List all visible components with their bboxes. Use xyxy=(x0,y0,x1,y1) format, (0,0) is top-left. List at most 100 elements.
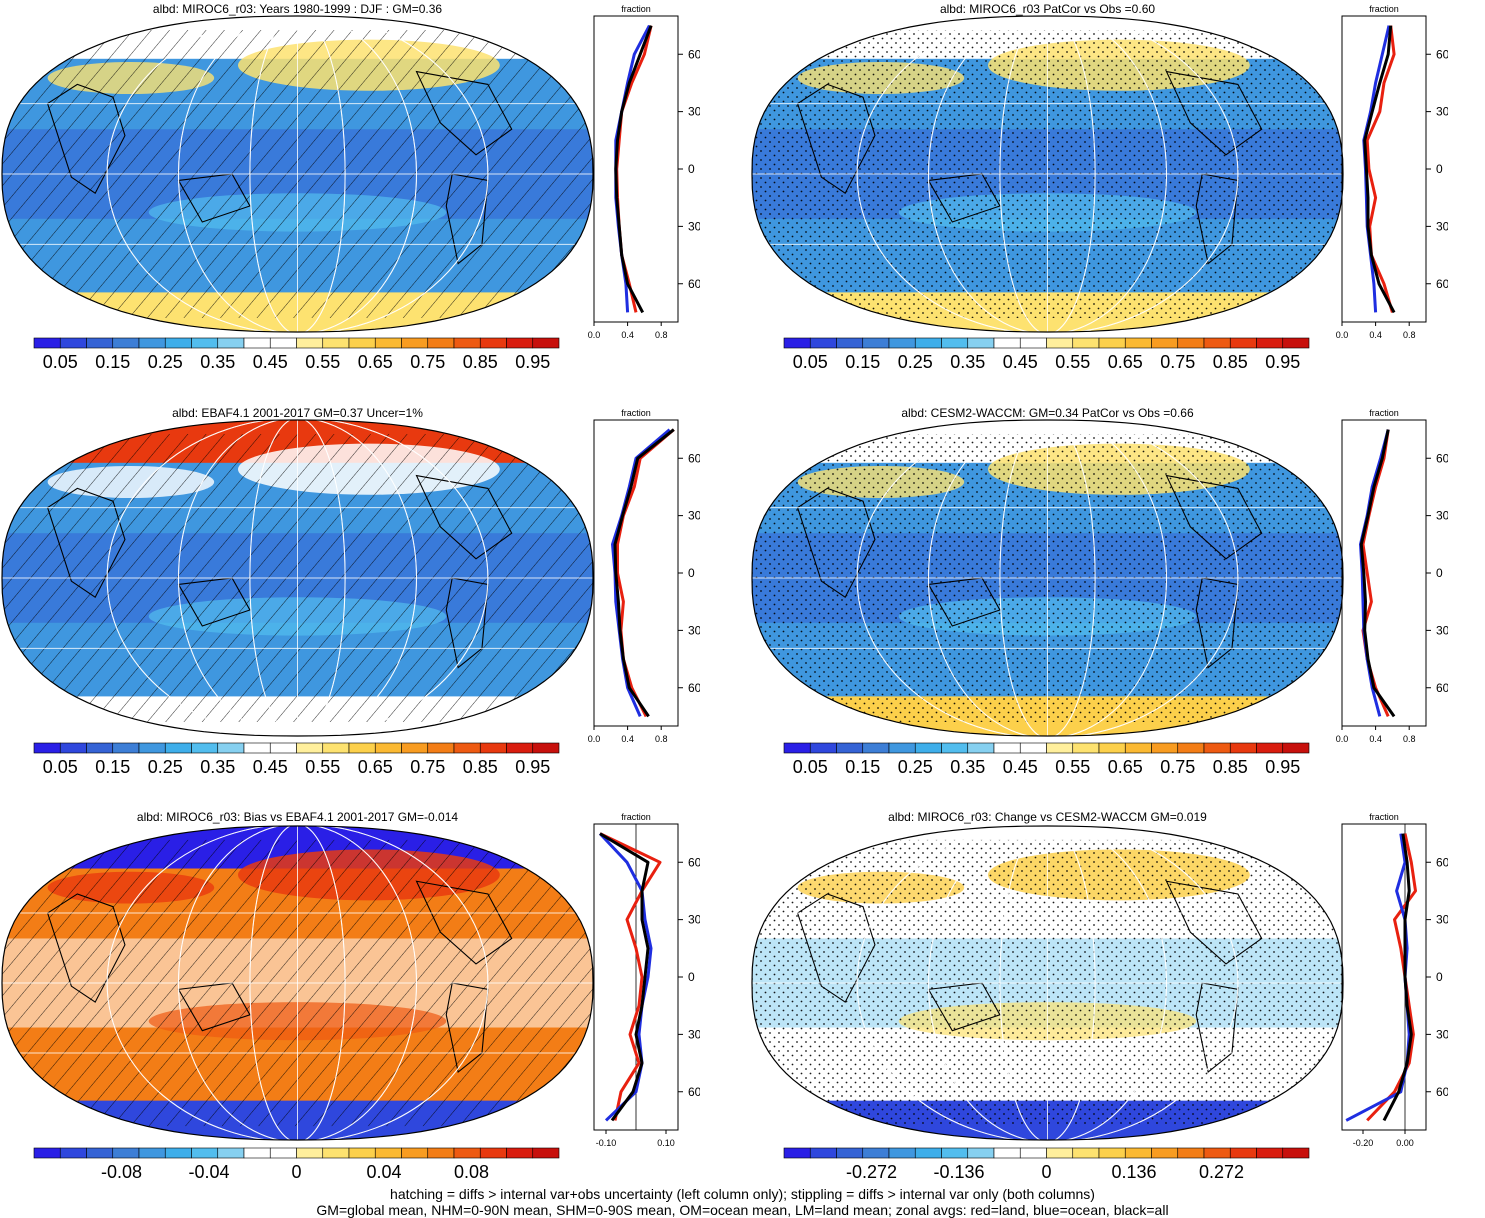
colorbar-swatch xyxy=(1046,742,1074,754)
lat-tick-label: 30S xyxy=(1436,623,1448,637)
colorbar-swatch xyxy=(427,742,455,754)
colorbar-label: 0.35 xyxy=(950,352,985,372)
graticule-meridian xyxy=(928,420,1167,736)
colorbar-swatch xyxy=(348,742,376,754)
colorbar-swatch xyxy=(269,1147,297,1159)
map-field xyxy=(752,16,1343,332)
colorbar-4: 0.05 0.15 0.25 0.35 0.45 0.55 0.65 0.75 0.85 0.95… xyxy=(783,742,1310,777)
colorbar-label: -0.04 xyxy=(188,1162,229,1182)
colorbar-swatch xyxy=(836,1147,864,1159)
graticule-meridian xyxy=(856,826,1239,1140)
colorbar-swatch xyxy=(1282,337,1310,349)
lat-tick-label: 30S xyxy=(1436,219,1448,233)
lat-tick-label: 60N xyxy=(688,451,700,465)
colorbar-swatch xyxy=(836,337,864,349)
colorbar-label: 0.15 xyxy=(845,757,880,777)
map-field xyxy=(752,420,1343,736)
colorbar-label: -0.08 xyxy=(101,1162,142,1182)
colorbar-swatch xyxy=(1046,337,1074,349)
zonal-panel-2: fraction 60N 30N 0 30S 60S 0.0 0.4 0.8 xyxy=(1336,4,1448,340)
colorbar-swatch xyxy=(914,1147,942,1159)
colorbar-swatch xyxy=(191,1147,219,1159)
colorbar-label: 0.55 xyxy=(305,352,340,372)
x-tick-label: 0.0 xyxy=(1336,330,1349,340)
panel-title-4: albd: CESM2-WACCM: GM=0.34 PatCor vs Obs… xyxy=(901,406,1194,420)
map-field xyxy=(2,826,593,1140)
colorbar-swatch xyxy=(783,337,811,349)
colorbar-label: 0.55 xyxy=(305,757,340,777)
colorbar-label: 0.85 xyxy=(1213,352,1248,372)
zonal-panel-1: fraction 60N 30N 0 30S 60S 0.0 0.4 0.8 xyxy=(588,4,700,340)
colorbar-swatch xyxy=(59,742,87,754)
colorbar-swatch xyxy=(1177,1147,1205,1159)
graticule-meridian xyxy=(178,16,417,332)
x-tick-label: 0.10 xyxy=(657,1138,675,1148)
zonal-title: fraction xyxy=(1369,812,1399,822)
colorbar-label: 0.75 xyxy=(410,757,445,777)
colorbar-swatch xyxy=(164,337,192,349)
colorbar-swatch xyxy=(217,742,245,754)
colorbar-label: 0.65 xyxy=(358,757,393,777)
colorbar-label: 0.05 xyxy=(793,757,828,777)
colorbar-swatch xyxy=(86,742,114,754)
colorbar-swatch xyxy=(59,337,87,349)
map-border xyxy=(751,15,1344,333)
colorbar-swatch xyxy=(809,1147,837,1159)
colorbar-label: 0.25 xyxy=(898,757,933,777)
colorbar-2: 0.05 0.15 0.25 0.35 0.45 0.55 0.65 0.75 0.85 0.95… xyxy=(783,337,1310,372)
colorbar-label: 0.65 xyxy=(358,352,393,372)
colorbar-label: 0.95 xyxy=(1265,352,1300,372)
map-border xyxy=(751,825,1344,1141)
map-panel-6 xyxy=(751,825,1344,1141)
colorbar-label: 0.45 xyxy=(1003,757,1038,777)
map-panel-2 xyxy=(751,15,1344,333)
graticule-meridian xyxy=(106,420,489,736)
footer-note-1: hatching = diffs > internal var+obs unce… xyxy=(390,1186,1095,1202)
colorbar-label: 0.25 xyxy=(148,757,183,777)
x-tick-label: 0.0 xyxy=(588,734,601,744)
footer-note-2: GM=global mean, NHM=0-90N mean, SHM=0-90… xyxy=(316,1202,1169,1218)
colorbar-swatch xyxy=(1282,1147,1310,1159)
colorbar-swatch xyxy=(401,1147,429,1159)
colorbar-swatch xyxy=(914,742,942,754)
map-panel-3 xyxy=(1,419,594,737)
colorbar-swatch xyxy=(217,337,245,349)
colorbar-swatch xyxy=(532,742,560,754)
zonal-series-blue xyxy=(611,428,671,718)
zonal-series-blue xyxy=(1345,833,1411,1122)
colorbar-swatch xyxy=(1151,742,1179,754)
colorbar-5: -0.08 -0.04 0 0.04 0.08 xyxy=(33,1147,560,1182)
zonal-frame xyxy=(1341,419,1427,727)
colorbar-label: 0.15 xyxy=(95,352,130,372)
lat-tick-label: 30S xyxy=(688,623,700,637)
colorbar-swatch xyxy=(888,742,916,754)
graticule-meridian xyxy=(249,420,346,736)
panel-title-1: albd: MIROC6_r03: Years 1980-1999 : DJF … xyxy=(152,2,443,16)
zonal-title: fraction xyxy=(621,4,651,14)
map-field xyxy=(2,420,593,736)
lat-tick-label: 60S xyxy=(688,1085,700,1099)
x-tick-label: 0.8 xyxy=(1403,330,1416,340)
zonal-title: fraction xyxy=(1369,4,1399,14)
colorbar-label: 0.85 xyxy=(1213,757,1248,777)
colorbar-label: 0.35 xyxy=(950,757,985,777)
colorbar-6: -0.272 -0.136 0 0.136 0.272 xyxy=(783,1147,1310,1182)
colorbar-label: 0.04 xyxy=(366,1162,401,1182)
x-tick-label: -0.10 xyxy=(596,1138,617,1148)
colorbar-label: 0.95 xyxy=(515,757,550,777)
map-field xyxy=(752,826,1343,1140)
graticule-meridian xyxy=(178,420,417,736)
colorbar-label: 0.35 xyxy=(200,757,235,777)
map-border xyxy=(751,419,1344,737)
lat-tick-label: 30N xyxy=(1436,509,1448,523)
colorbar-swatch xyxy=(967,1147,995,1159)
colorbar-label: 0.05 xyxy=(43,757,78,777)
colorbar-swatch xyxy=(164,1147,192,1159)
colorbar-label: 0.75 xyxy=(1160,757,1195,777)
colorbar-swatch xyxy=(33,1147,61,1159)
colorbar-swatch xyxy=(1098,337,1126,349)
lat-tick-label: 30N xyxy=(688,509,700,523)
colorbar-swatch xyxy=(296,337,324,349)
colorbar-swatch xyxy=(401,742,429,754)
map-panel-1 xyxy=(1,15,594,333)
